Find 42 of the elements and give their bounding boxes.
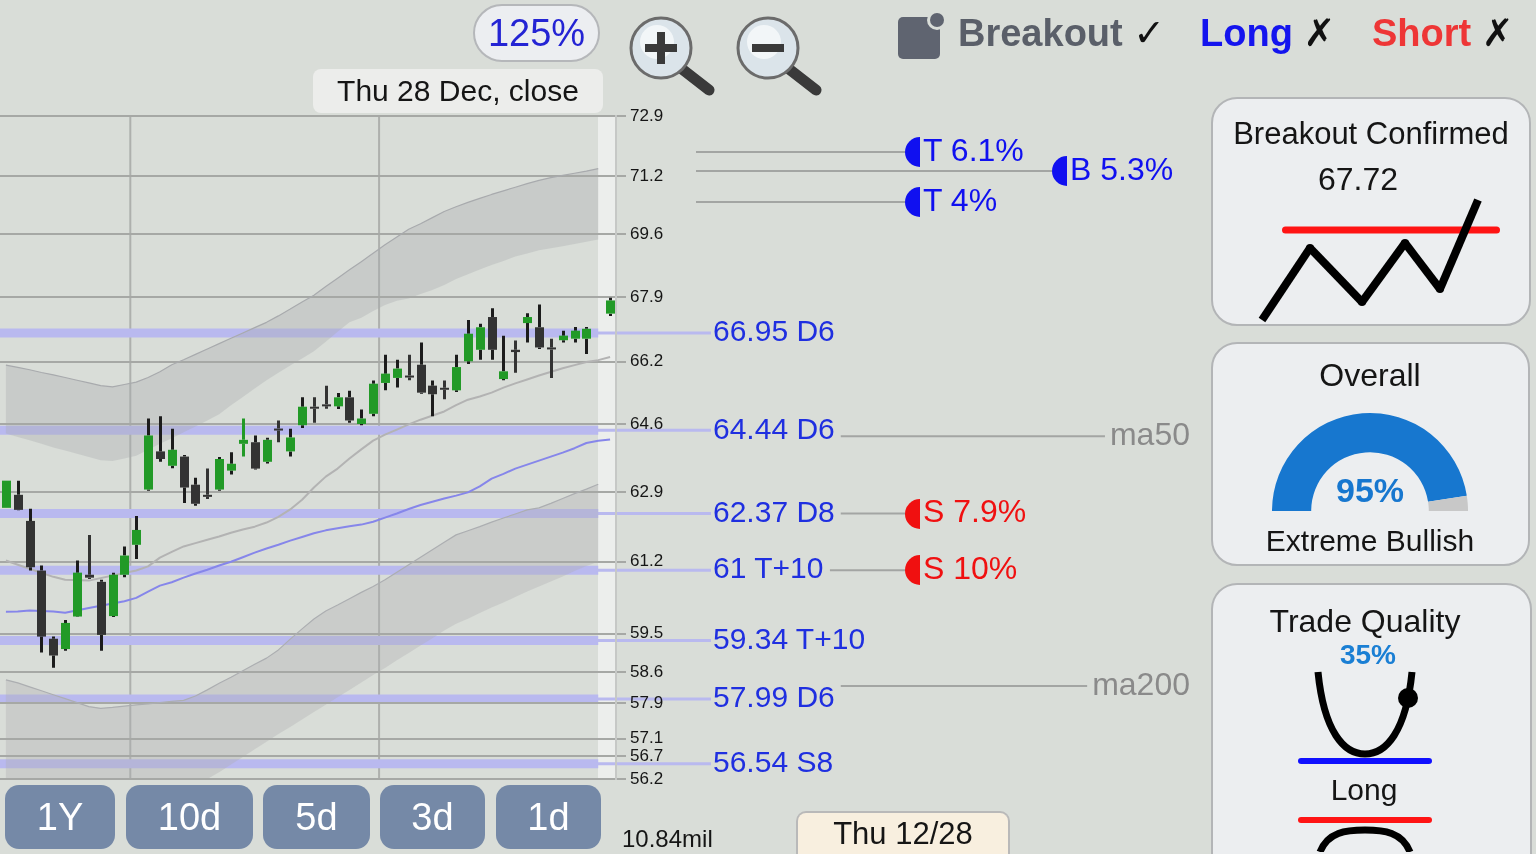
text: Extreme Bullish (1265, 524, 1475, 557)
text: Breakout ✓ (958, 12, 1166, 54)
ref-line-label: 61 T+10 (713, 551, 824, 585)
text: 10.84mil (622, 825, 713, 852)
y-tick-label: 57.1 (630, 728, 664, 748)
data-label: 95% (1335, 471, 1405, 510)
text: Long (1330, 773, 1398, 806)
y-tick-label: 62.9 (630, 481, 664, 501)
ref-line-label: S 10% (923, 549, 1018, 586)
y-tick-label: 59.5 (630, 623, 664, 643)
ref-line-label: T 4% (923, 181, 998, 218)
text: Breakout Confirmed (1233, 116, 1509, 151)
ref-line-label: B 5.3% (1070, 150, 1174, 187)
y-tick-label: 64.6 (630, 413, 664, 433)
text: Short ✗ (1372, 12, 1514, 54)
y-tick-label: 56.7 (630, 746, 664, 766)
text: Thu 28 Dec, close (337, 74, 579, 107)
ref-line-label: 59.34 T+10 (713, 621, 866, 655)
y-tick-label: 58.6 (630, 662, 664, 682)
ref-line-label: 64.44 D6 (713, 411, 835, 445)
y-tick-label: 57.9 (630, 692, 664, 712)
text: Thu 12/28 (833, 816, 973, 851)
text: 67.72 (1317, 161, 1399, 197)
chart-title: Overall (1319, 357, 1421, 393)
y-tick-label: 66.2 (630, 351, 664, 371)
ref-line-label: S 7.9% (923, 493, 1027, 530)
y-tick-label: 61.2 (630, 551, 664, 571)
text: Trade Quality (1269, 603, 1461, 639)
text: 35% (1339, 639, 1397, 670)
y-tick-label: 67.9 (630, 286, 664, 306)
ref-line-label: T 6.1% (923, 131, 1024, 168)
y-tick-label: 56.2 (630, 768, 664, 788)
text: Long ✗ (1200, 12, 1336, 54)
ref-line-label: ma50 (1109, 416, 1190, 453)
y-tick-label: 71.2 (630, 165, 664, 185)
ref-line-label: 66.95 D6 (713, 314, 835, 348)
ref-line-label: 62.37 D8 (713, 494, 835, 528)
y-tick-label: 72.9 (630, 105, 664, 125)
ref-line-label: 56.54 S8 (713, 744, 834, 778)
y-tick-label: 69.6 (630, 223, 664, 243)
ref-line-label: ma200 (1092, 665, 1190, 702)
ref-line-label: 57.99 D6 (713, 680, 835, 714)
